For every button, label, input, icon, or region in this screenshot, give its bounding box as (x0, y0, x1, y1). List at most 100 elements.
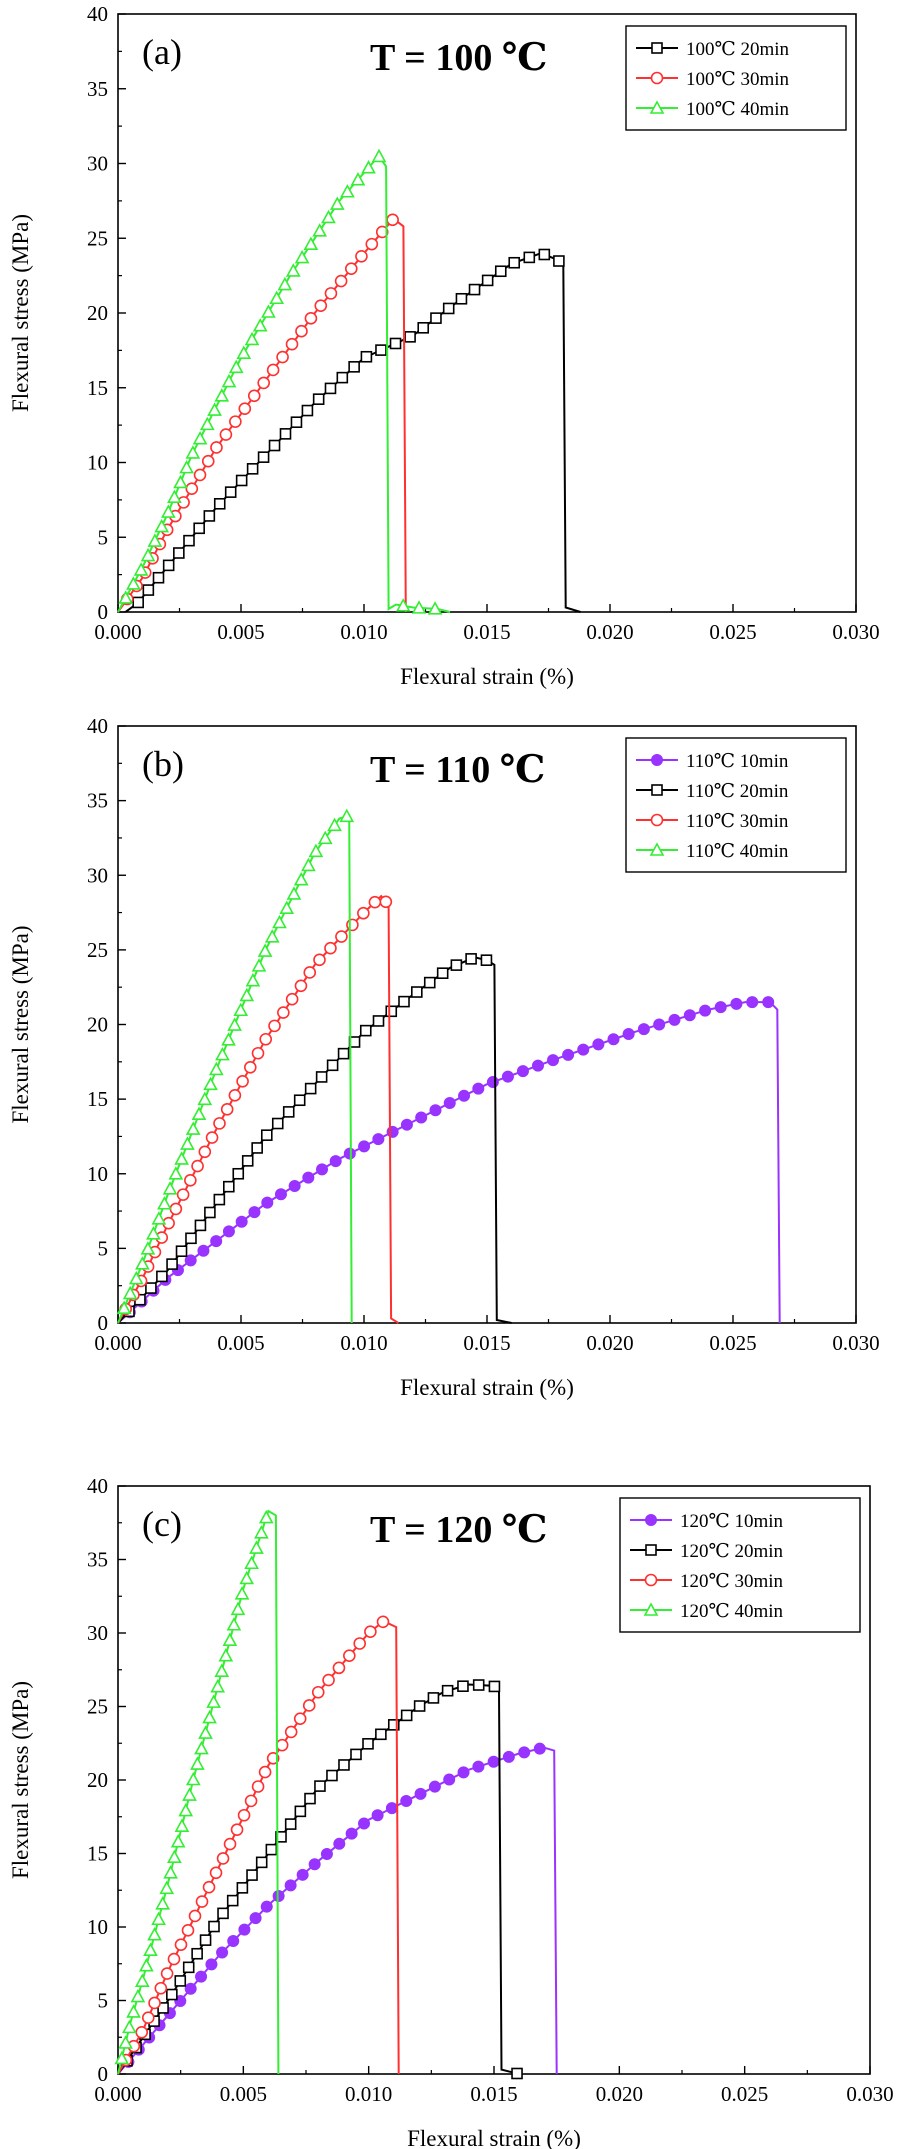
data-point (232, 1167, 245, 1180)
x-axis-label: Flexural strain (%) (400, 664, 574, 689)
data-point (167, 1952, 181, 1966)
data-point (216, 1852, 230, 1865)
data-point (162, 1181, 178, 1195)
x-tick-label: 0.020 (596, 2082, 643, 2106)
y-tick-label: 10 (87, 1162, 108, 1186)
data-point (228, 359, 244, 374)
data-point (185, 482, 199, 495)
data-point (321, 209, 336, 224)
data-point (166, 1258, 178, 1270)
data-point (143, 1942, 158, 1957)
data-point (508, 256, 521, 269)
y-tick-label: 0 (98, 2062, 109, 2086)
data-point (355, 250, 368, 263)
data-point (260, 1129, 273, 1141)
data-point (457, 1680, 469, 1692)
data-point (184, 1982, 197, 1995)
data-point (139, 1958, 154, 1972)
data-point (244, 331, 260, 346)
data-point (346, 918, 359, 932)
data-point (468, 283, 481, 296)
y-tick-label: 30 (87, 152, 108, 176)
data-point (135, 1256, 150, 1270)
data-point (375, 344, 387, 356)
data-point (308, 843, 324, 858)
data-point (326, 1059, 339, 1072)
data-point (257, 451, 270, 463)
y-tick-label: 25 (87, 938, 108, 962)
y-tick-label: 20 (87, 1013, 108, 1037)
data-point (173, 547, 185, 559)
data-point (159, 1880, 175, 1895)
data-point (202, 1709, 217, 1724)
y-tick-label: 20 (87, 301, 108, 325)
data-point (166, 1988, 178, 2001)
data-point (481, 274, 494, 287)
data-point (238, 402, 252, 416)
data-point (174, 1975, 187, 1987)
data-point (339, 808, 355, 823)
data-point (428, 1780, 441, 1793)
data-point (430, 312, 442, 324)
data-point (276, 350, 289, 364)
data-point (203, 510, 216, 522)
series-120-10min (117, 1742, 558, 2075)
x-tick-label: 0.010 (345, 2082, 392, 2106)
data-point (343, 1147, 356, 1160)
data-point (217, 1907, 229, 1920)
data-point (365, 237, 379, 251)
data-point (167, 1849, 182, 1864)
data-point (184, 1174, 197, 1187)
series-line (117, 1746, 558, 2075)
series-110-20min (117, 953, 512, 1324)
data-point (645, 1544, 657, 1556)
data-point (386, 1125, 399, 1138)
series-100-40min (117, 148, 451, 615)
data-point (364, 1625, 377, 1638)
data-point (229, 415, 242, 428)
data-point (243, 1060, 257, 1074)
data-point (294, 979, 308, 993)
data-point (130, 1988, 146, 2003)
data-point (185, 1232, 197, 1245)
legend-label: 100℃ 40min (686, 99, 790, 120)
data-point (235, 474, 248, 487)
data-point (239, 1570, 255, 1585)
data-point (244, 1794, 258, 1808)
data-point (274, 1188, 287, 1201)
data-point (260, 1900, 273, 1913)
data-point (385, 1802, 398, 1815)
data-point (259, 1032, 273, 1046)
data-point (316, 1163, 329, 1176)
data-point (230, 1601, 246, 1616)
data-point (191, 1159, 204, 1173)
data-point (179, 459, 194, 474)
data-point (650, 71, 664, 85)
series-110-10min (117, 996, 781, 1324)
y-tick-label: 10 (87, 451, 108, 475)
data-point (295, 324, 308, 338)
data-point (538, 248, 551, 261)
data-point (257, 376, 270, 390)
data-point (395, 598, 411, 612)
data-point (400, 1709, 413, 1722)
data-point (161, 504, 176, 518)
data-point (285, 263, 301, 277)
data-point (303, 236, 319, 250)
data-point (415, 1111, 428, 1124)
data-point (486, 1076, 499, 1089)
data-point (221, 373, 237, 388)
y-tick-label: 35 (87, 77, 108, 101)
data-point (303, 966, 317, 979)
data-point (248, 1206, 261, 1219)
data-point (668, 1013, 681, 1026)
y-tick-label: 25 (87, 226, 108, 250)
data-point (155, 1896, 171, 1910)
data-point (302, 1699, 316, 1712)
data-point (191, 1947, 203, 1960)
x-tick-label: 0.015 (463, 1331, 510, 1355)
data-point (501, 1070, 514, 1083)
data-point (233, 1002, 249, 1017)
data-point (239, 987, 255, 1002)
data-point (386, 213, 399, 227)
